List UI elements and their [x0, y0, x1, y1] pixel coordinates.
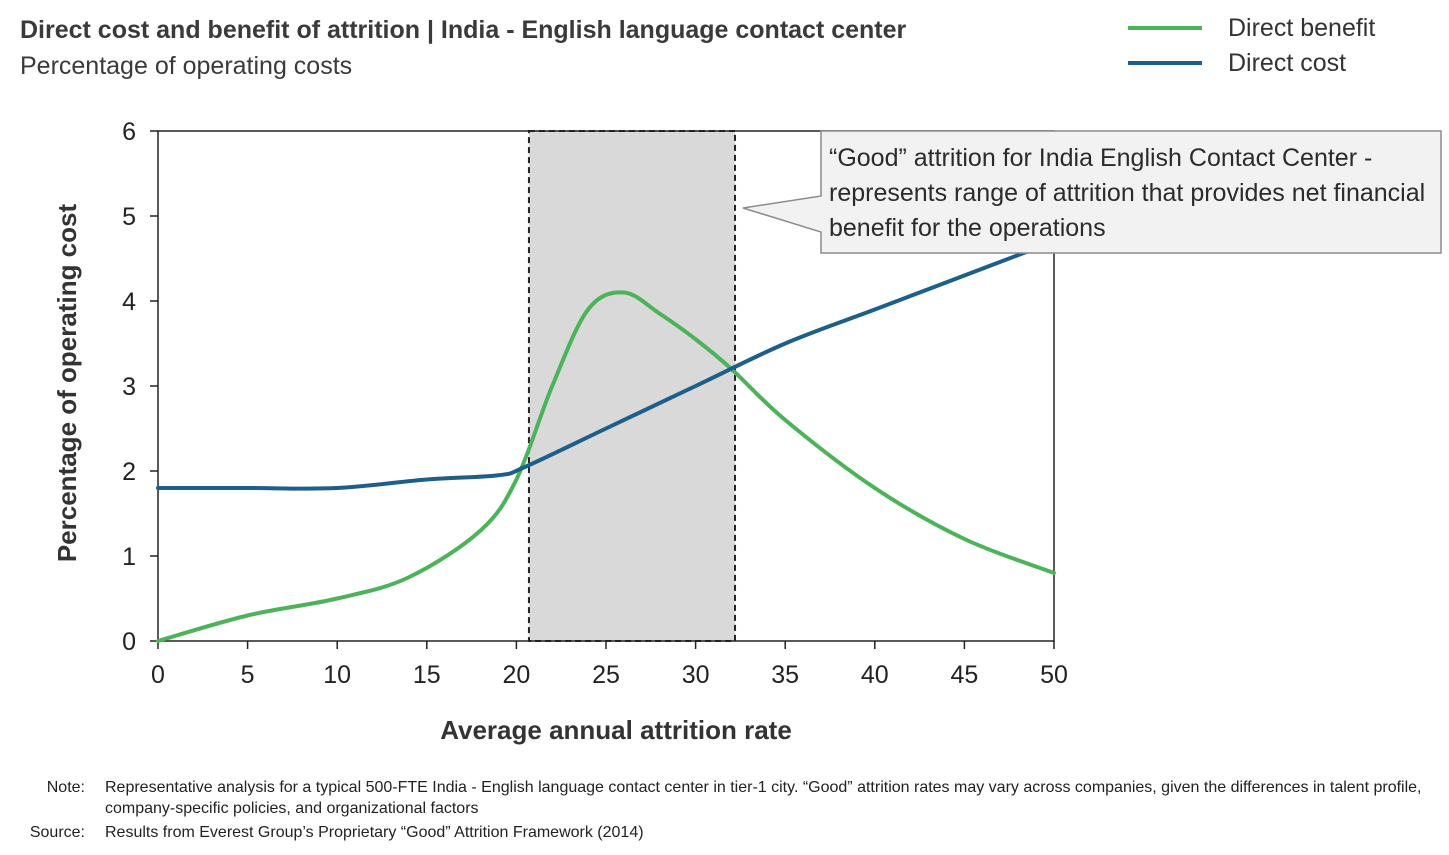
note-label: Note: [46, 779, 85, 796]
y-tick-label: 3 [122, 373, 136, 401]
chart-title: Direct cost and benefit of attrition | I… [20, 16, 907, 44]
legend-label-direct-cost: Direct cost [1228, 48, 1347, 77]
good-attrition-band [527, 130, 737, 642]
y-tick-label: 0 [122, 628, 136, 656]
x-tick-label: 15 [413, 661, 441, 689]
callout-box [742, 130, 1442, 254]
x-tick-label: 40 [861, 661, 889, 689]
y-axis-title: Percentage of operating cost [52, 204, 82, 563]
callout-layer [742, 130, 1442, 254]
y-tick-label: 2 [122, 458, 136, 486]
y-tick-label: 1 [122, 543, 136, 571]
note-text: Representative analysis for a typical 50… [105, 779, 1422, 817]
legend-swatch-direct-cost [1128, 61, 1202, 65]
source-label: Source: [29, 824, 85, 841]
x-tick-label: 50 [1040, 661, 1068, 689]
y-tick-label: 4 [122, 288, 136, 316]
x-tick-label: 20 [502, 661, 530, 689]
x-tick-label: 45 [950, 661, 978, 689]
direct-benefit-line [156, 290, 1056, 643]
callout-annotation-text: “Good” attrition for India English Conta… [829, 144, 1426, 242]
x-tick-label: 35 [771, 661, 799, 689]
series-layer [156, 239, 1056, 643]
x-axis-title: Average annual attrition rate [440, 715, 792, 745]
legend-label-direct-benefit: Direct benefit [1228, 13, 1376, 42]
legend-swatch-direct-benefit [1128, 26, 1202, 30]
x-tick-label: 30 [682, 661, 710, 689]
direct-cost-line [156, 239, 1056, 491]
x-tick-label: 10 [323, 661, 351, 689]
legend-item-direct-benefit: Direct benefit [1128, 11, 1375, 45]
y-tick-label: 5 [122, 203, 136, 231]
chart-subtitle: Percentage of operating costs [20, 52, 353, 80]
source-text: Results from Everest Group’s Proprietary… [105, 824, 644, 841]
legend-item-direct-cost: Direct cost [1128, 46, 1346, 80]
y-tick-label: 6 [122, 118, 136, 146]
x-tick-label: 5 [241, 661, 255, 689]
highlight-band-layer [527, 130, 737, 642]
x-tick-label: 25 [592, 661, 620, 689]
x-tick-label: 0 [151, 661, 165, 689]
